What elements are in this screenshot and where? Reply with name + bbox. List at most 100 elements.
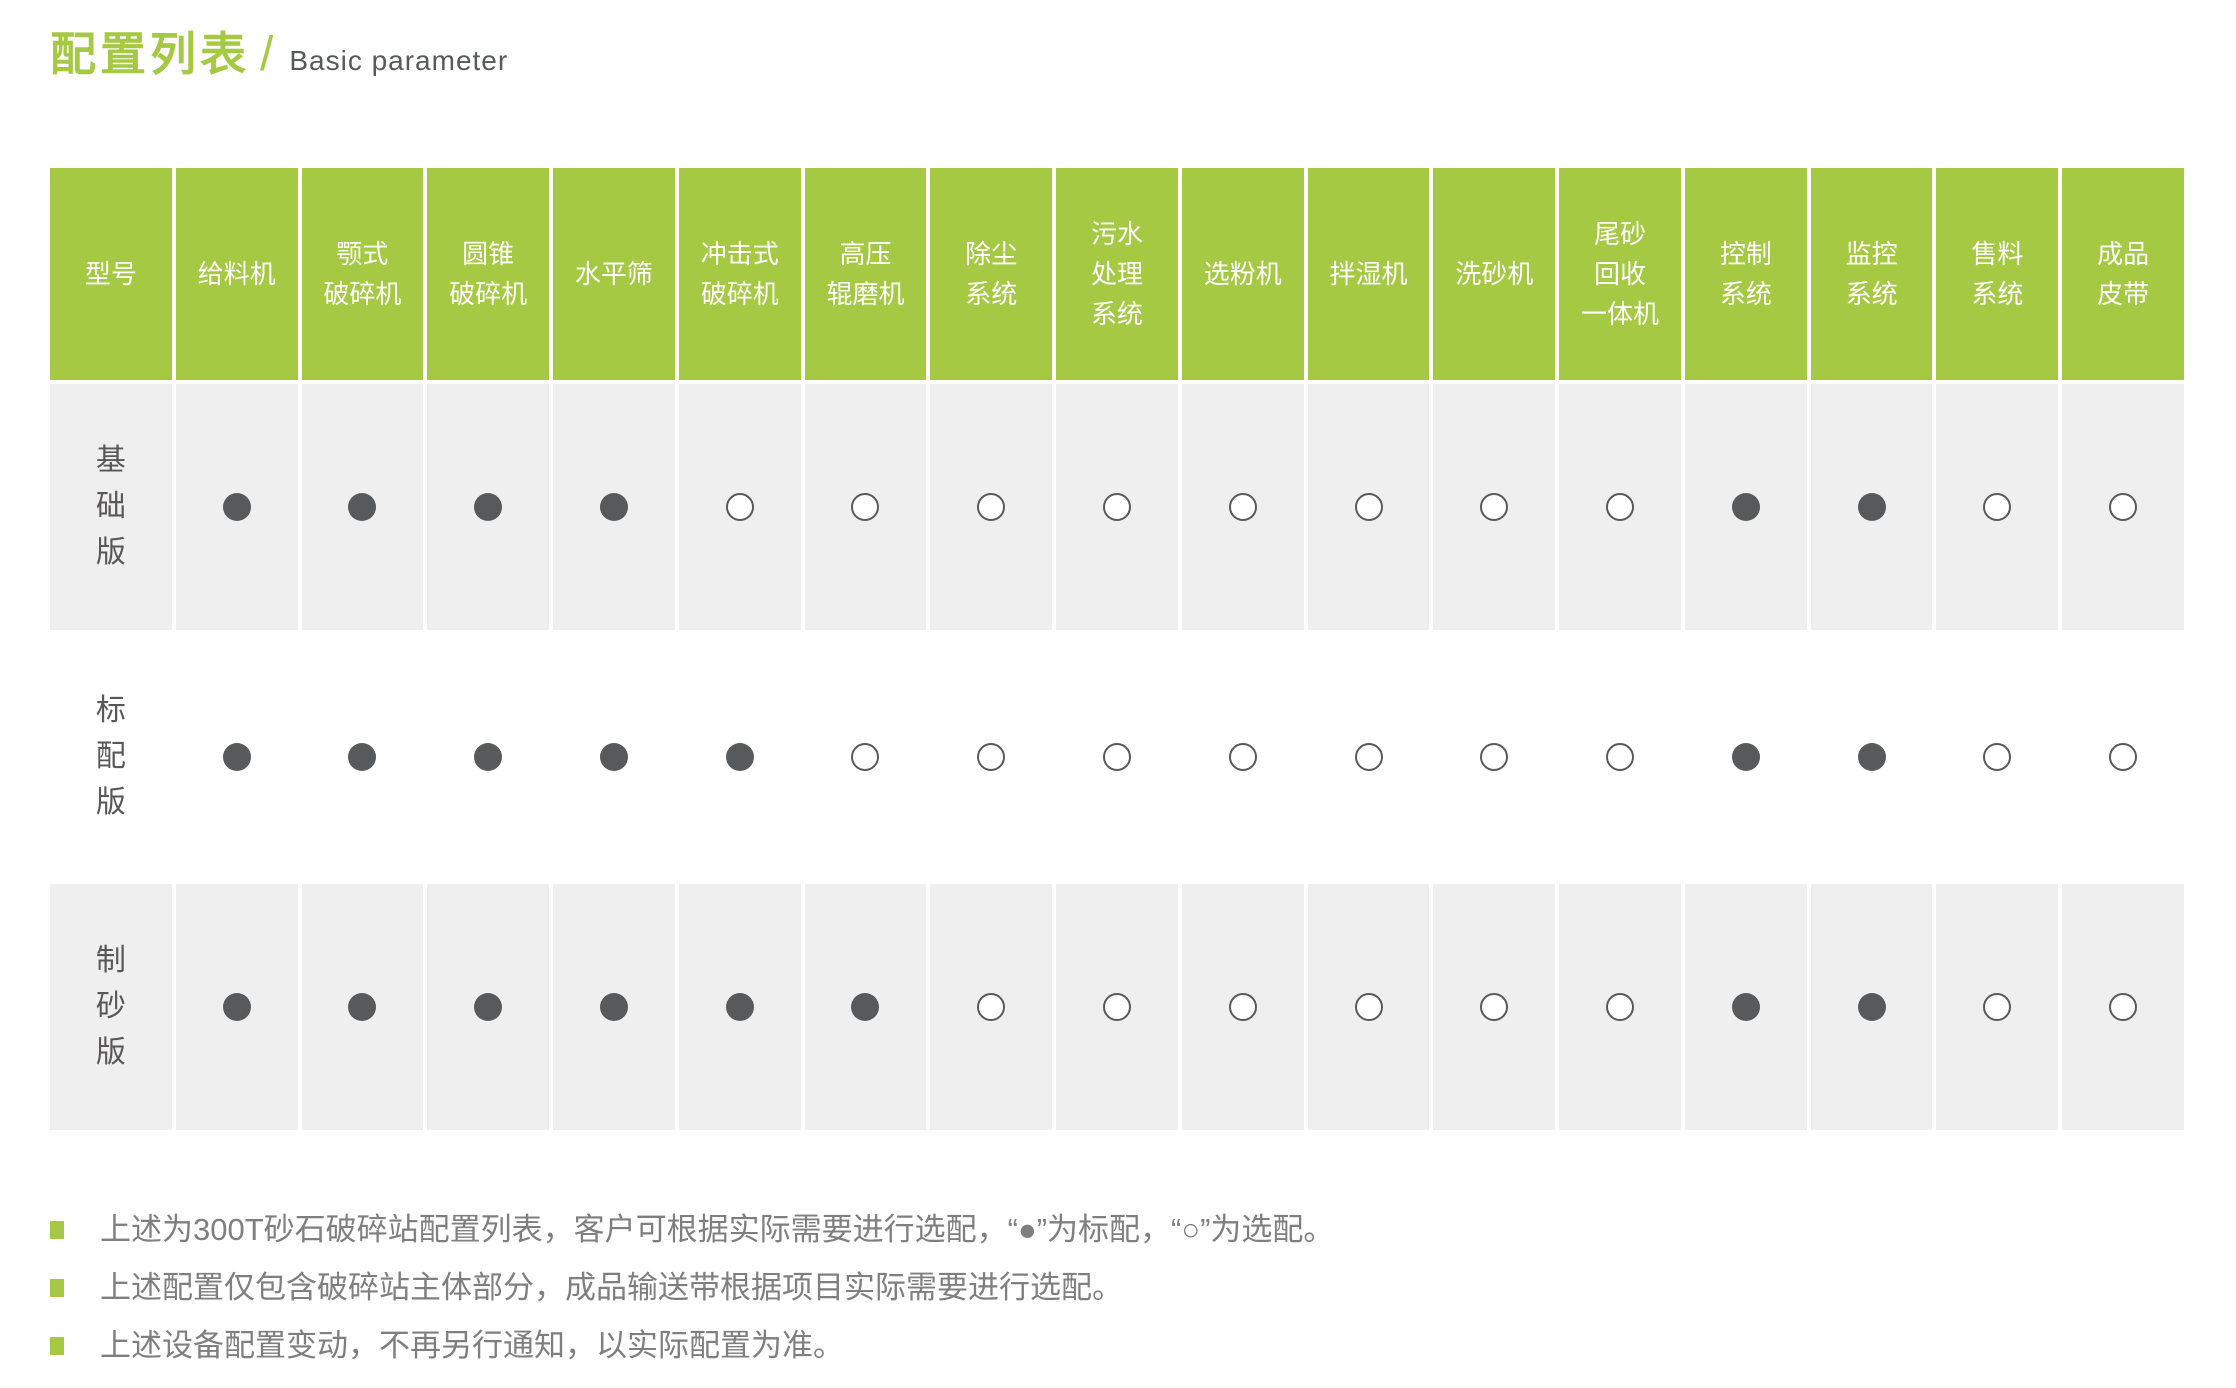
config-cell (553, 884, 675, 1130)
row-label: 标配版 (95, 694, 126, 819)
standard-dot-icon (1857, 743, 1886, 771)
config-cell (427, 384, 550, 630)
optional-dot-icon (1606, 993, 1635, 1021)
column-header: 圆锥 破碎机 (427, 168, 550, 380)
row-label: 基础版 (95, 444, 126, 569)
column-header: 高压 辊磨机 (804, 168, 927, 380)
standard-dot-icon (474, 493, 503, 521)
column-header: 监控 系统 (1810, 168, 1933, 380)
optional-dot-icon (851, 493, 880, 521)
config-cell (1307, 634, 1430, 880)
optional-dot-icon (1228, 993, 1257, 1021)
column-header: 洗砂机 (1433, 168, 1556, 380)
config-cell (1056, 384, 1178, 630)
column-header: 拌湿机 (1307, 168, 1430, 380)
config-cell (1181, 634, 1304, 880)
optional-dot-icon (1102, 743, 1131, 771)
page-header: 配置列表 / Basic parameter (50, 18, 2236, 84)
standard-dot-icon (1857, 993, 1886, 1021)
config-cell (1810, 384, 1933, 630)
note-text: 上述为300T砂石破碎站配置列表，客户可根据实际需要进行选配，“●”为标配，“○… (100, 1212, 1335, 1247)
config-cell (1684, 384, 1807, 630)
config-cell (1433, 634, 1556, 880)
config-cell (175, 384, 298, 630)
column-header: 冲击式 破碎机 (678, 168, 801, 380)
page-title: 配置列表 (50, 28, 250, 80)
config-cell (1810, 884, 1933, 1130)
optional-dot-icon (1606, 743, 1635, 771)
config-cell (301, 884, 424, 1130)
optional-dot-icon (725, 493, 754, 521)
config-cell (1181, 384, 1304, 630)
config-cell (427, 884, 550, 1130)
note-bullet-icon (50, 1337, 64, 1355)
optional-dot-icon (977, 493, 1006, 521)
config-cell (930, 384, 1053, 630)
optional-dot-icon (1606, 493, 1635, 521)
note-bullet-icon (50, 1221, 64, 1239)
note-item: 上述设备配置变动，不再另行通知，以实际配置为准。 (50, 1324, 2236, 1368)
config-cell (1307, 384, 1430, 630)
column-header: 型号 (50, 168, 172, 380)
standard-dot-icon (348, 493, 377, 521)
optional-dot-icon (851, 743, 880, 771)
row-label: 制砂版 (95, 944, 126, 1069)
column-header: 尾砂 回收 一体机 (1559, 168, 1681, 380)
config-cell (1056, 884, 1178, 1130)
standard-dot-icon (1731, 993, 1760, 1021)
note-item: 上述为300T砂石破碎站配置列表，客户可根据实际需要进行选配，“●”为标配，“○… (50, 1208, 2236, 1252)
config-cell (804, 634, 927, 880)
standard-dot-icon (599, 743, 628, 771)
standard-dot-icon (348, 743, 377, 771)
note-item: 上述配置仅包含破碎站主体部分，成品输送带根据项目实际需要进行选配。 (50, 1266, 2236, 1310)
optional-dot-icon (1983, 743, 2012, 771)
column-header: 控制 系统 (1684, 168, 1807, 380)
optional-dot-icon (1480, 743, 1509, 771)
config-cell (2062, 634, 2184, 880)
title-slash-divider: / (260, 28, 274, 81)
config-cell (2062, 384, 2184, 630)
config-cell (301, 634, 424, 880)
note-text: 上述设备配置变动，不再另行通知，以实际配置为准。 (100, 1328, 844, 1363)
optional-dot-icon (977, 743, 1006, 771)
config-cell (678, 384, 801, 630)
row-label-cell: 标配版 (50, 634, 172, 880)
note-bullet-icon (50, 1279, 64, 1297)
optional-dot-icon (1983, 993, 2012, 1021)
config-cell (1936, 634, 2059, 880)
note-text: 上述配置仅包含破碎站主体部分，成品输送带根据项目实际需要进行选配。 (100, 1270, 1123, 1305)
config-cell (1684, 634, 1807, 880)
optional-dot-icon (1354, 493, 1383, 521)
config-cell (175, 884, 298, 1130)
column-header: 除尘 系统 (930, 168, 1053, 380)
standard-dot-icon (725, 993, 754, 1021)
column-header: 选粉机 (1181, 168, 1304, 380)
optional-dot-icon (2109, 743, 2138, 771)
config-cell (1810, 634, 1933, 880)
column-header: 颚式 破碎机 (301, 168, 424, 380)
config-cell (553, 634, 675, 880)
column-header: 给料机 (175, 168, 298, 380)
optional-dot-icon (1480, 493, 1509, 521)
standard-dot-icon (222, 493, 251, 521)
standard-dot-icon (599, 993, 628, 1021)
config-cell (1307, 884, 1430, 1130)
config-cell (1936, 384, 2059, 630)
config-cell (1433, 384, 1556, 630)
standard-dot-icon (222, 743, 251, 771)
config-cell (1433, 884, 1556, 1130)
optional-dot-icon (977, 993, 1006, 1021)
standard-dot-icon (851, 993, 880, 1021)
config-cell (553, 384, 675, 630)
column-header: 售料 系统 (1936, 168, 2059, 380)
notes-list: 上述为300T砂石破碎站配置列表，客户可根据实际需要进行选配，“●”为标配，“○… (50, 1208, 2236, 1368)
column-header: 成品 皮带 (2062, 168, 2184, 380)
standard-dot-icon (348, 993, 377, 1021)
row-label-cell: 基础版 (50, 384, 172, 630)
standard-dot-icon (599, 493, 628, 521)
config-cell (1559, 884, 1681, 1130)
standard-dot-icon (1857, 493, 1886, 521)
config-cell (678, 634, 801, 880)
config-cell (1559, 384, 1681, 630)
